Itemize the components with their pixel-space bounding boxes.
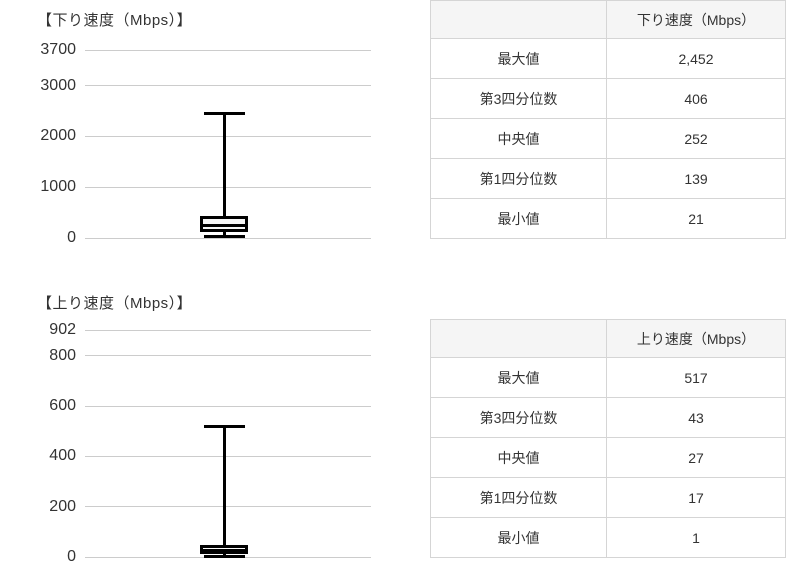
stat-value-cell: 1: [606, 517, 786, 558]
gridline: [85, 455, 371, 457]
y-tick-label: 902: [49, 321, 76, 338]
table-header-row: 上り速度（Mbps）: [430, 319, 786, 358]
table-row: 第3四分位数 406: [430, 78, 786, 119]
stat-label-cell: 第3四分位数: [430, 78, 607, 119]
upload-value-column-header: 上り速度（Mbps）: [606, 319, 786, 358]
gridline: [85, 49, 371, 51]
y-tick-label: 200: [49, 497, 76, 515]
table-row: 第1四分位数 17: [430, 477, 786, 518]
stat-value-cell: 21: [606, 198, 786, 239]
upload-speed-section: 【上り速度（Mbps）】 902 800 600 400 200 0 上り速度（Mbps）…: [0, 283, 800, 564]
stat-label-cell: 最大値: [430, 38, 607, 79]
table-row: 最大値 2,452: [430, 38, 786, 79]
median-line: [203, 548, 245, 552]
stat-label-cell: 中央値: [430, 437, 607, 478]
table-row: 最大値 517: [430, 357, 786, 398]
y-tick-label: 600: [49, 397, 76, 414]
download-table-body: 最大値 2,452 第3四分位数 406 中央値 252 第1四分位数 139 最小値 21: [430, 38, 786, 239]
empty-corner-cell: [430, 319, 607, 358]
table-row: 第1四分位数 139: [430, 158, 786, 199]
median-line: [203, 223, 245, 227]
download-value-column-header: 下り速度（Mbps）: [606, 0, 786, 39]
whisker-cap-max: [203, 111, 245, 115]
stat-label-cell: 第1四分位数: [430, 158, 607, 199]
y-tick-label: 0: [67, 229, 76, 246]
stat-value-cell: 406: [606, 78, 786, 119]
table-row: 中央値 252: [430, 118, 786, 159]
stat-value-cell: 517: [606, 357, 786, 398]
upload-table-body: 最大値 517 第3四分位数 43 中央値 27 第1四分位数 17 最小値 1: [430, 357, 786, 558]
gridline: [85, 329, 371, 331]
stat-label-cell: 中央値: [430, 118, 607, 159]
table-row: 最小値 21: [430, 198, 786, 239]
y-tick-label: 0: [67, 548, 76, 564]
download-stats-table: 下り速度（Mbps） 最大値 2,452 第3四分位数 406 中央値 252 第1四分位数…: [430, 0, 786, 239]
gridline: [85, 85, 371, 87]
y-tick-label: 400: [49, 447, 76, 465]
gridline: [85, 186, 371, 188]
upload-boxplot-area: 902 800 600 400 200 0: [49, 321, 371, 564]
upload-stats-table: 上り速度（Mbps） 最大値 517 第3四分位数 43 中央値 27 第1四分位数 17 最小…: [430, 319, 786, 558]
table-row: 中央値 27: [430, 437, 786, 478]
download-speed-section: 【下り速度（Mbps）】 3700 3000 2000 1000 0 下り速度（Mbps…: [37, 0, 786, 246]
stat-label-cell: 最小値: [430, 198, 607, 239]
table-header-row: 下り速度（Mbps）: [430, 0, 786, 39]
download-chart-title: 【下り速度（Mbps）】: [37, 12, 193, 29]
stat-value-cell: 252: [606, 118, 786, 159]
gridline: [85, 135, 371, 137]
stat-value-cell: 27: [606, 437, 786, 478]
stat-value-cell: 2,452: [606, 38, 786, 79]
whisker-line: [222, 426, 226, 557]
y-tick-label: 3700: [40, 41, 76, 58]
stat-label-cell: 最小値: [430, 517, 607, 558]
whisker-line: [222, 113, 226, 237]
y-tick-label: 1000: [40, 178, 76, 196]
gridline: [85, 405, 371, 407]
stat-label-cell: 最大値: [430, 357, 607, 398]
stat-value-cell: 43: [606, 397, 786, 438]
download-boxplot-area: 3700 3000 2000 1000 0: [40, 41, 371, 246]
whisker-cap-min: [203, 555, 245, 559]
whisker-cap-max: [203, 425, 245, 429]
gridline: [85, 355, 371, 357]
upload-chart-title: 【上り速度（Mbps）】: [37, 295, 193, 312]
stat-value-cell: 139: [606, 158, 786, 199]
gridline: [85, 506, 371, 508]
table-row: 最小値 1: [430, 517, 786, 558]
y-tick-label: 3000: [40, 76, 76, 94]
empty-corner-cell: [430, 0, 607, 39]
stat-label-cell: 第3四分位数: [430, 397, 607, 438]
stat-value-cell: 17: [606, 477, 786, 518]
whisker-cap-min: [203, 235, 245, 239]
y-tick-label: 800: [49, 346, 76, 364]
y-tick-label: 2000: [40, 127, 76, 145]
stat-label-cell: 第1四分位数: [430, 477, 607, 518]
table-row: 第3四分位数 43: [430, 397, 786, 438]
